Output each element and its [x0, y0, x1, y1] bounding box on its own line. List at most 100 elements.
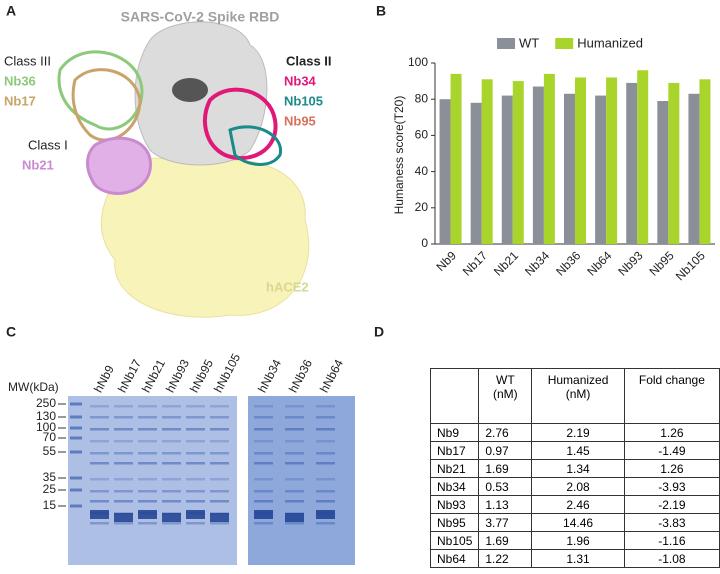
gel-band: [210, 428, 229, 431]
structure-label: Nb34: [284, 73, 317, 88]
gel-band: [90, 510, 109, 519]
gel-band: [316, 440, 335, 443]
gel-band: [162, 522, 181, 525]
structure-label: hACE2: [266, 279, 309, 294]
gel-band: [162, 416, 181, 419]
table-cell: 1.69: [478, 459, 533, 478]
ladder-band: [70, 476, 82, 480]
bar: [626, 82, 638, 244]
gel-band: [210, 452, 229, 455]
gel-band: [254, 416, 273, 419]
table-cell: -3.93: [623, 477, 720, 496]
bar: [606, 77, 618, 244]
legend-swatch: [555, 38, 574, 49]
gel-band: [138, 522, 157, 525]
nb36-ribbon: [57, 50, 144, 131]
table-row: Nb21 1.69 1.34 1.26: [429, 459, 720, 478]
gel-band: [316, 500, 335, 503]
gel-band: [285, 416, 304, 419]
y-tick-label: 80: [415, 91, 429, 105]
table-cell: 1.22: [478, 549, 533, 568]
structure-label: Nb17: [4, 93, 36, 108]
gel-band: [285, 452, 304, 455]
mw-marker: 100: [36, 420, 56, 434]
gel-band: [285, 462, 304, 465]
gel-band: [254, 490, 273, 493]
x-tick-label: Nb34: [522, 248, 552, 278]
gel-right: [248, 396, 355, 565]
gel-band: [162, 478, 181, 481]
nb105-ribbon: [228, 125, 282, 166]
gel-band: [210, 490, 229, 493]
x-tick-label: Nb105: [673, 248, 708, 283]
bar: [657, 101, 669, 244]
bar: [470, 102, 482, 244]
table-cell: 1.31: [531, 549, 625, 568]
gel-band: [316, 428, 335, 431]
gel-band: [138, 416, 157, 419]
table-cell: 2.76: [478, 423, 533, 442]
gel-band: [186, 522, 205, 525]
nb34-ribbon: [203, 87, 278, 161]
structure-label: Nb36: [4, 73, 36, 88]
ladder-band: [70, 415, 82, 419]
gel-band: [285, 500, 304, 503]
gel-band: [254, 462, 273, 465]
structure-label: Nb21: [22, 157, 54, 172]
gel-band: [210, 478, 229, 481]
gel-band: [210, 462, 229, 465]
gel-band: [210, 500, 229, 503]
gel-band: [90, 478, 109, 481]
table-cell: Nb9: [429, 423, 480, 442]
mw-marker: 250: [36, 396, 56, 410]
gel-band: [114, 462, 133, 465]
gel-band: [90, 405, 109, 408]
table-cell: Nb93: [429, 495, 480, 514]
gel-band: [285, 428, 304, 431]
panel-label: D: [374, 324, 384, 340]
gel-band: [186, 500, 205, 503]
table-cell: 0.53: [478, 477, 533, 496]
lane-label: hNb64: [317, 357, 346, 395]
gel-band: [162, 452, 181, 455]
gel-band: [254, 452, 273, 455]
gel-band: [254, 510, 273, 519]
x-tick-label: Nb64: [584, 248, 614, 278]
x-tick-label: Nb93: [615, 248, 645, 278]
gel-band: [114, 478, 133, 481]
gel-band: [114, 440, 133, 443]
ladder-band: [70, 504, 82, 508]
bar: [512, 81, 524, 244]
bar: [668, 82, 680, 244]
table-row: Nb34 0.53 2.08 -3.93: [429, 477, 720, 496]
mw-marker: 35: [43, 470, 57, 484]
table-cell: -2.19: [623, 495, 720, 514]
gel-band: [254, 428, 273, 431]
y-tick-label: 0: [421, 236, 428, 250]
bar: [595, 95, 607, 244]
table-cell: 1.69: [478, 531, 533, 550]
bar: [481, 79, 493, 244]
gel-band: [162, 513, 181, 522]
mw-marker: 25: [43, 482, 57, 496]
gel-band: [316, 522, 335, 525]
table-cell: 1.26: [623, 423, 720, 442]
gel-band: [90, 440, 109, 443]
gel-band: [162, 428, 181, 431]
gel-band: [254, 522, 273, 525]
gel-band: [210, 416, 229, 419]
bar: [688, 93, 700, 245]
gel-band: [114, 452, 133, 455]
table-cell: Nb105: [429, 531, 480, 550]
gel-band: [90, 490, 109, 493]
gel-band: [254, 500, 273, 503]
gel-band: [162, 462, 181, 465]
gel-band: [90, 522, 109, 525]
bar: [575, 77, 586, 244]
gel-left: [68, 396, 237, 565]
gel-band: [90, 416, 109, 419]
gel-band: [114, 490, 133, 493]
table-cell: -1.16: [623, 531, 720, 550]
